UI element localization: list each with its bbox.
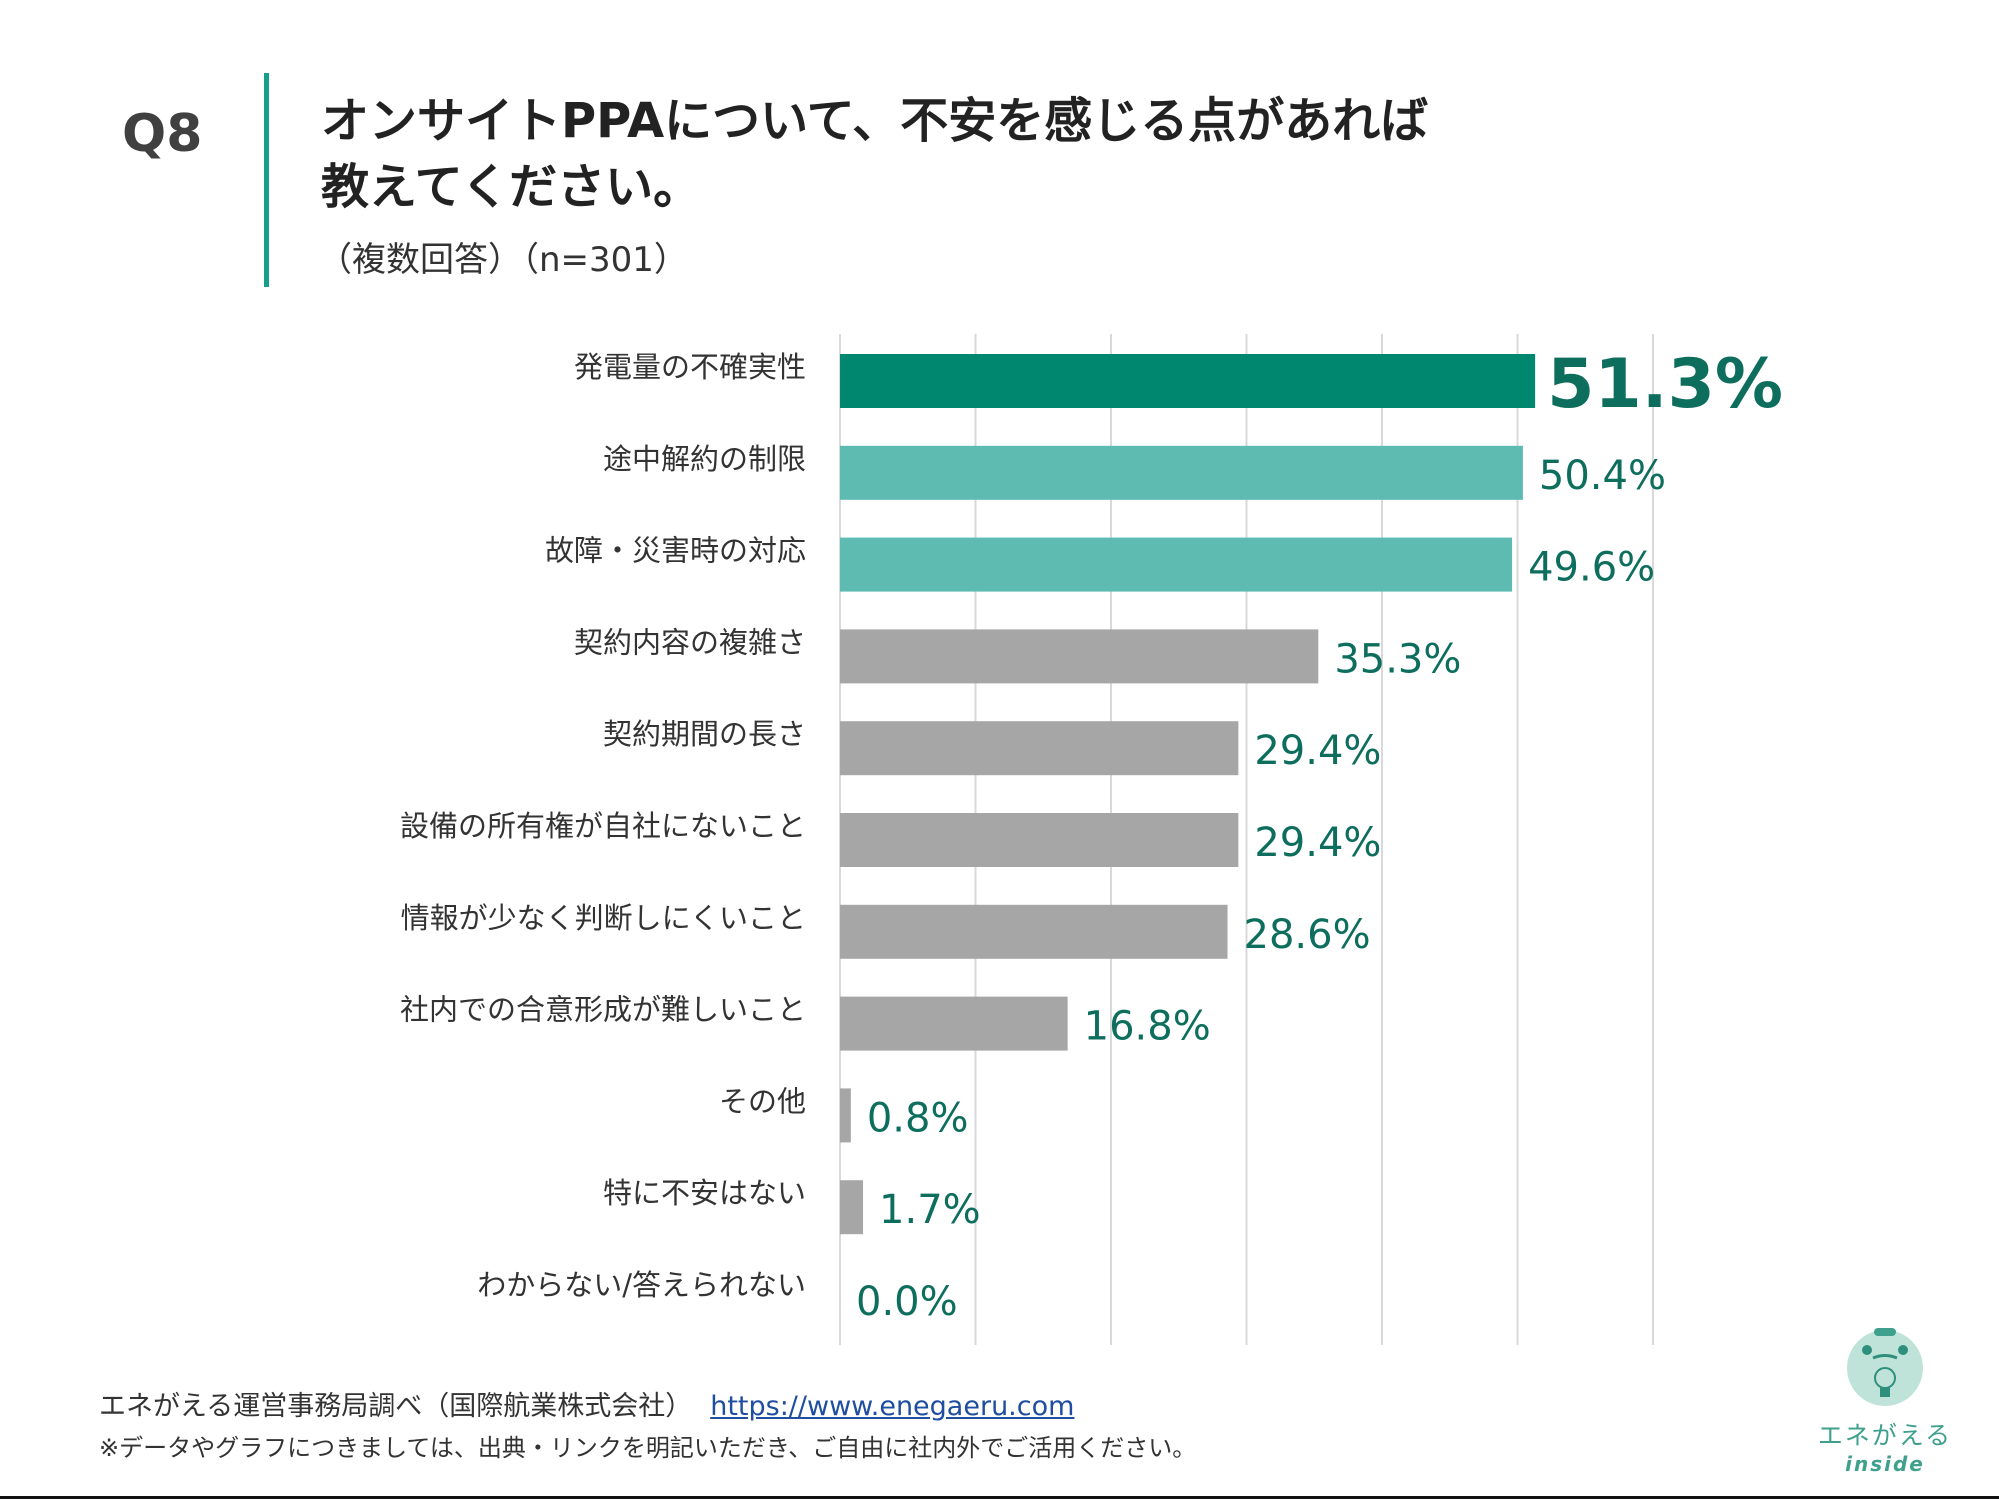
data-label: 49.6% — [1528, 545, 1655, 591]
category-label: 社内での合意形成が難しいこと — [400, 993, 806, 1027]
data-label: 35.3% — [1334, 636, 1461, 682]
category-label: 情報が少なく判断しにくいこと — [401, 901, 806, 935]
title-line-2: 教えてください。 — [321, 159, 702, 215]
category-label: 契約期間の長さ — [603, 717, 806, 751]
bar — [840, 1088, 851, 1143]
data-label: 1.7% — [879, 1187, 981, 1233]
category-label: 発電量の不確実性 — [574, 350, 806, 384]
data-label: 0.8% — [867, 1095, 969, 1141]
bar — [840, 721, 1239, 776]
bottom-rule — [0, 1496, 1999, 1499]
data-label: 50.4% — [1539, 453, 1666, 499]
page-title: オンサイトPPAについて、不安を感じる点があれば 教えてください。 — [321, 88, 1428, 220]
data-label: 29.4% — [1254, 728, 1381, 774]
bar — [840, 354, 1536, 408]
title-line-1: オンサイトPPAについて、不安を感じる点があれば — [321, 93, 1429, 149]
bar — [840, 445, 1523, 500]
category-label: 特に不安はない — [603, 1176, 806, 1210]
source-link[interactable]: https://www.enegaeru.com — [710, 1391, 1075, 1422]
bar — [840, 813, 1239, 867]
accent-divider — [264, 73, 269, 287]
usage-note: ※データやグラフにつきましては、出典・リンクを明記いただき、ご自由に社内外でご活… — [99, 1434, 1197, 1462]
data-label: 16.8% — [1084, 1004, 1211, 1050]
logo-text: エネがえる — [1817, 1421, 1953, 1450]
source-line: エネがえる運営事務局調べ（国際航業株式会社） https://www.enegae… — [99, 1384, 1074, 1423]
logo-subtext: inside — [1845, 1452, 1925, 1476]
bar — [840, 537, 1513, 592]
data-label: 0.0% — [856, 1279, 958, 1325]
category-label: 設備の所有権が自社にないこと — [400, 809, 806, 843]
bar — [840, 996, 1068, 1051]
data-label: 28.6% — [1244, 912, 1371, 958]
category-label: その他 — [719, 1084, 806, 1118]
question-number: Q8 — [122, 104, 203, 164]
source-text: エネがえる運営事務局調べ（国際航業株式会社） — [99, 1391, 693, 1422]
data-label: 51.3% — [1547, 345, 1783, 424]
frog-bulb-icon — [1847, 1328, 1923, 1406]
subtitle: （複数回答）（n=301） — [318, 240, 688, 280]
category-label: 途中解約の制限 — [603, 442, 806, 476]
bar — [840, 904, 1228, 959]
data-label: 29.4% — [1254, 820, 1381, 866]
category-label: わからない/答えられない — [477, 1268, 806, 1302]
bar — [840, 629, 1319, 684]
enegaeru-logo: エネがえる inside — [1800, 1320, 1970, 1476]
bar — [840, 1180, 864, 1235]
category-label: 故障・災害時の対応 — [545, 534, 806, 568]
category-label: 契約内容の複雑さ — [574, 625, 806, 659]
